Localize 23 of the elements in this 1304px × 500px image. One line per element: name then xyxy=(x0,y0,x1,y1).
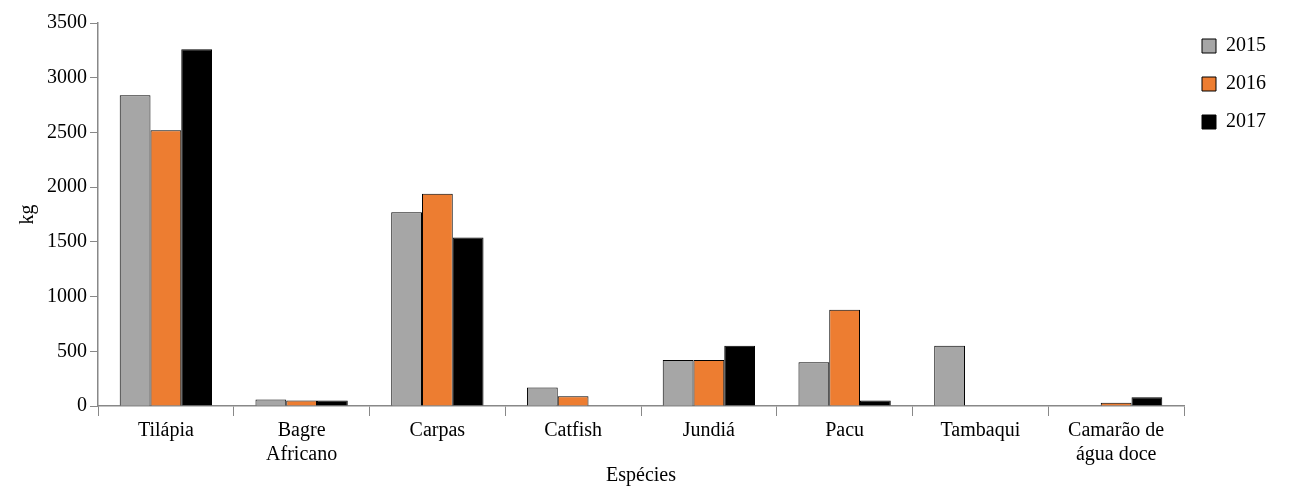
x-tick-label: Catfish xyxy=(544,418,603,441)
legend-label: 2017 xyxy=(1226,109,1266,132)
x-tick-label: Camarão de água doce xyxy=(1068,418,1165,466)
x-tick-label: Pacu xyxy=(825,418,865,441)
x-tick-label: Carpas xyxy=(409,418,466,442)
x-axis-title: Espécies xyxy=(606,463,677,487)
legend-label: 2016 xyxy=(1226,71,1266,94)
y-tick-label: 2500 xyxy=(47,119,87,142)
x-tick-label: Jundiá xyxy=(682,418,736,441)
legend-label: 2015 xyxy=(1226,33,1266,56)
y-tick-label: 1000 xyxy=(47,283,87,306)
y-tick-label: 1500 xyxy=(47,229,87,252)
bar xyxy=(452,237,484,406)
bar xyxy=(181,49,213,406)
y-tick-label: 3000 xyxy=(47,64,87,87)
y-tick-label: 500 xyxy=(57,338,87,361)
y-tick-label: 0 xyxy=(77,393,87,416)
y-tick-label: 3500 xyxy=(47,10,87,33)
y-tick-label: 2000 xyxy=(47,174,87,197)
x-tick-label: Tilápia xyxy=(137,418,194,442)
x-tick-label: Tambaqui xyxy=(940,418,1021,442)
x-tick-label: Bagre Africano xyxy=(266,418,338,465)
y-axis-title: kg xyxy=(15,204,39,225)
